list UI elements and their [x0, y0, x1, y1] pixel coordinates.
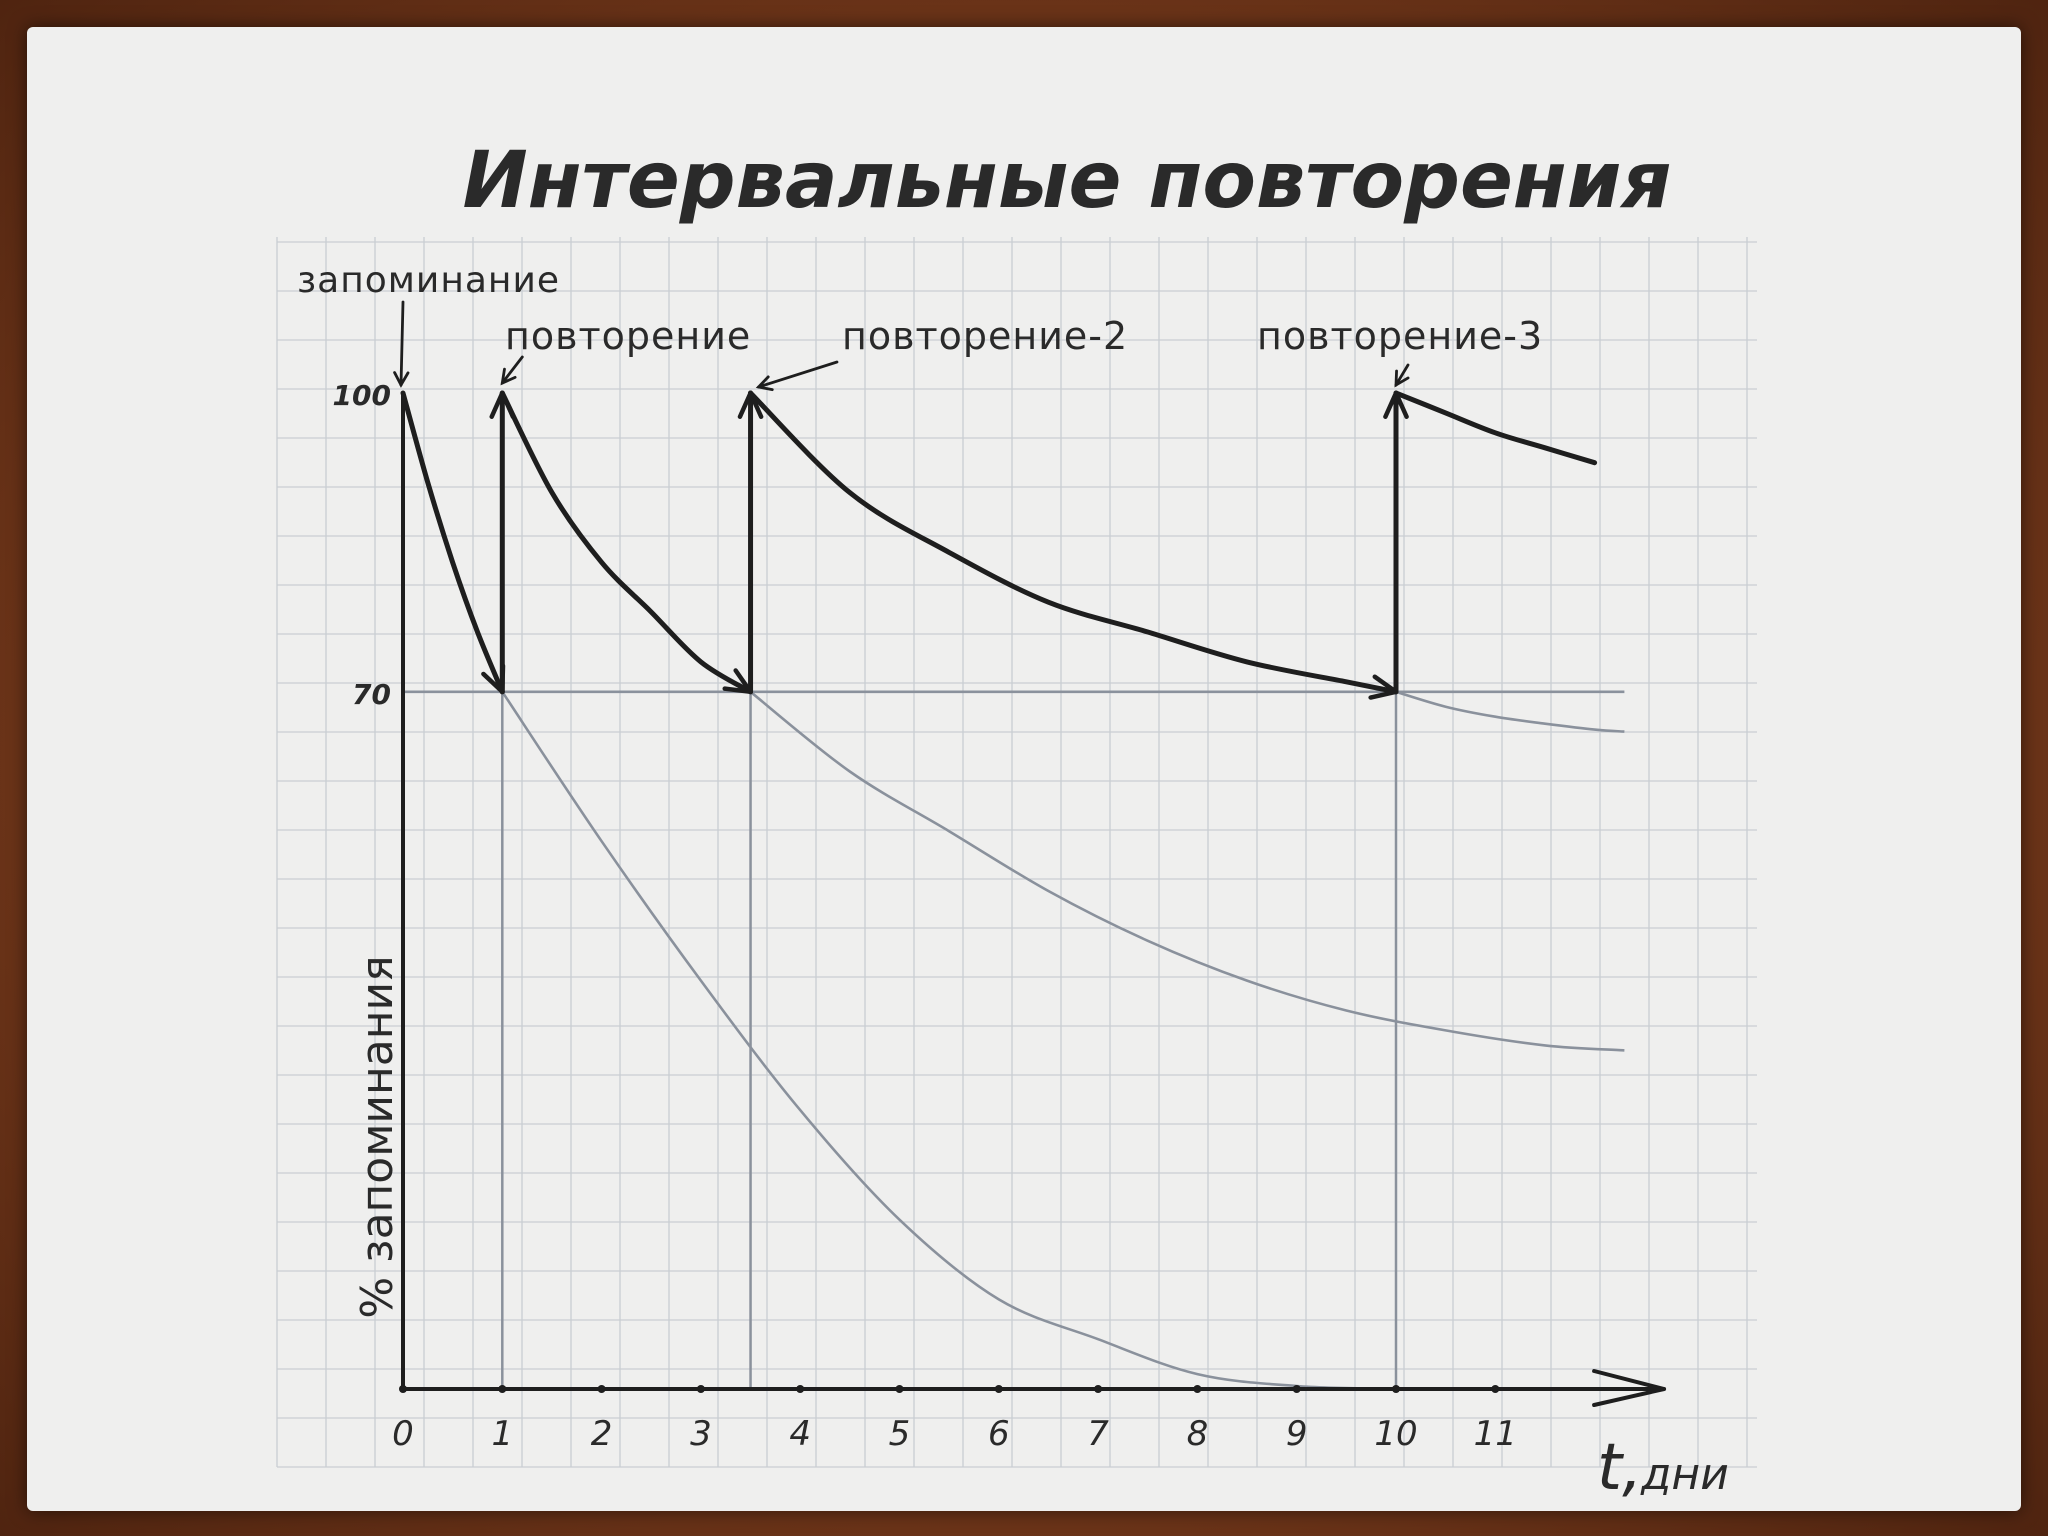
x-axis-label-unit: дни [1640, 1449, 1729, 1500]
bold-curve [400, 390, 1598, 700]
x-tick-dot [994, 1385, 1003, 1393]
x-tick-label: 7 [1087, 1414, 1109, 1454]
annotation-arrow [500, 355, 524, 385]
annotation-label: повторение-3 [1257, 314, 1543, 358]
x-axis-arrowhead [1592, 1369, 1665, 1407]
x-tick-label: 4 [789, 1414, 811, 1454]
annotation-arrowhead [393, 371, 410, 388]
x-tick-dot [895, 1385, 904, 1393]
x-tick-dot [1193, 1385, 1202, 1393]
x-tick-label: 5 [889, 1414, 911, 1454]
faint-forgetting-curve [1395, 690, 1625, 733]
spaced-repetition-chart: 0 1 2 3 4 5 6 7 8 9 10 11 100 70 Интервальные повторе… [276, 136, 1757, 1505]
y-tick-label: 70 [352, 678, 391, 711]
grid [276, 237, 1757, 1468]
retention-decay-segment [748, 390, 1399, 695]
x-tick-dot [399, 1385, 407, 1393]
x-tick-label: 11 [1474, 1414, 1517, 1454]
annotation-label: запоминание [297, 260, 560, 301]
x-tick-label: 9 [1286, 1414, 1308, 1454]
retention-decay-segment [1393, 390, 1598, 466]
annotation-arrow [1394, 363, 1410, 387]
annotation-label: повторение-2 [842, 314, 1128, 358]
faint-forgetting-curve [749, 690, 1625, 1052]
y-axis-label-group: % запоминания [352, 955, 403, 1318]
annotation-arrowhead [1394, 369, 1410, 388]
faint-forgetting-curve [501, 691, 1397, 1391]
x-tick-label: 0 [392, 1414, 414, 1454]
x-tick-dot [796, 1385, 805, 1393]
faint-curves [402, 690, 1625, 1391]
x-tick-dot [696, 1385, 705, 1393]
annotation-arrow [757, 360, 839, 389]
y-axis-label: % запоминания [352, 955, 403, 1318]
x-tick-label: 8 [1187, 1414, 1209, 1454]
retention-decay-segment [499, 390, 753, 695]
x-tick-dot [597, 1385, 606, 1393]
x-tick-label: 1 [491, 1414, 513, 1454]
x-tick-label: 2 [591, 1414, 613, 1454]
annotation-arrowhead [500, 367, 517, 386]
annotations: запоминание повторение повторение-2 повторе… [297, 260, 1543, 392]
x-tick-dot [1292, 1385, 1301, 1393]
axes [401, 391, 1667, 1407]
paper-sheet: 0 1 2 3 4 5 6 7 8 9 10 11 100 70 Интервальные повторе… [27, 27, 2021, 1511]
y-tick-label: 100 [333, 379, 391, 412]
annotation-arrowhead [755, 375, 774, 392]
x-axis-label-t: t, [1597, 1431, 1642, 1505]
annotation-arrow [399, 300, 405, 387]
retention-decay-segment [400, 390, 505, 695]
tick-labels: 0 1 2 3 4 5 6 7 8 9 10 11 100 70 [333, 379, 1517, 1454]
annotation-label: повторение [505, 314, 751, 358]
x-tick-dot [498, 1385, 507, 1393]
x-tick-dot [1491, 1385, 1500, 1393]
x-tick-dot [1392, 1385, 1400, 1393]
x-tick-label: 10 [1374, 1414, 1417, 1454]
x-tick-label: 6 [988, 1414, 1010, 1454]
x-tick-label: 3 [690, 1414, 712, 1454]
chart-title: Интервальные повторения [462, 136, 1671, 226]
x-tick-dot [1094, 1385, 1103, 1393]
